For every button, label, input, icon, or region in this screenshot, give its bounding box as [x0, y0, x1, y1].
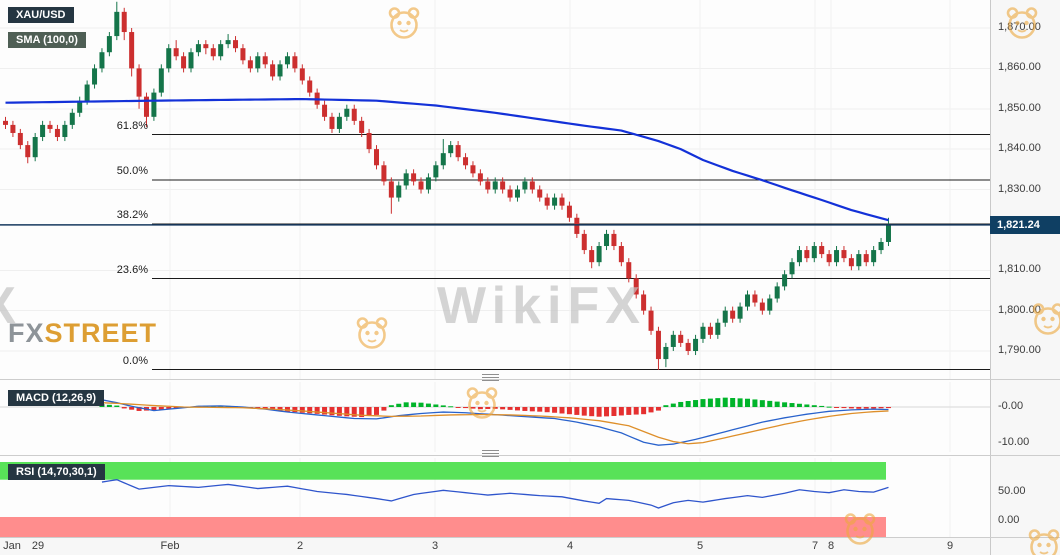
time-axis-strip[interactable]: [0, 538, 990, 555]
rsi-overbought-band: [0, 462, 886, 480]
price-axis-label: 1,830.00: [998, 182, 1041, 195]
rsi-indicator-badge: RSI (14,70,30,1): [8, 464, 105, 480]
symbol-badge: XAU/USD: [8, 7, 74, 23]
fib-retracement-lines: [152, 134, 990, 371]
time-axis-label: 8: [827, 540, 835, 552]
time-axis-label: 2: [296, 540, 304, 552]
rsi-axis-label: 50.00: [998, 484, 1026, 497]
macd-axis-label: -0.00: [998, 400, 1024, 412]
macd-axis-label: -10.00: [998, 436, 1030, 448]
rsi-line: [101, 479, 889, 509]
price-axis-label: 1,860.00: [998, 61, 1041, 74]
candlesticks: [3, 1, 891, 370]
panel-divider: [0, 455, 1060, 456]
sma-indicator-badge: SMA (100,0): [8, 32, 86, 48]
panel-splitter-grip[interactable]: [482, 450, 499, 459]
price-axis-label: 1,810.00: [998, 263, 1041, 276]
rsi-panel-canvas[interactable]: [0, 458, 990, 537]
fib-level-label: 61.8%: [116, 119, 148, 132]
price-axis-label: 1,790.00: [998, 344, 1041, 356]
fib-level-label: 50.0%: [116, 165, 148, 178]
time-axis-label: 7: [811, 540, 819, 552]
macd-indicator-badge: MACD (12,26,9): [8, 390, 105, 406]
fib-level-label: 23.6%: [116, 263, 148, 276]
sma-line: [5, 97, 889, 222]
price-axis-label: 1,800.00: [998, 303, 1041, 316]
time-axis-label: 29: [31, 540, 45, 552]
axis-divider: [0, 537, 1060, 538]
price-chart-canvas[interactable]: [0, 0, 990, 379]
rsi-oversold-band: [0, 517, 886, 537]
macd-signal-line: [101, 402, 889, 445]
time-axis-label: 9: [946, 540, 954, 552]
macd-histogram: [99, 397, 891, 418]
time-axis-label: 4: [566, 540, 574, 552]
price-axis-strip[interactable]: [990, 0, 1060, 555]
rsi-axis-label: 0.00: [998, 514, 1020, 526]
current-price-badge: 1,821.24: [990, 215, 1060, 234]
price-axis-label: 1,840.00: [998, 142, 1041, 155]
time-axis-label: Feb: [160, 540, 180, 552]
panel-splitter-grip[interactable]: [482, 374, 499, 383]
time-axis-label: Jan: [3, 540, 21, 552]
price-axis-label: 1,870.00: [998, 21, 1041, 33]
time-axis-label: 3: [431, 540, 439, 552]
price-axis-label: 1,850.00: [998, 101, 1041, 114]
time-axis-label: 5: [696, 540, 704, 552]
fib-level-label: 38.2%: [116, 208, 148, 221]
fib-level-label: 0.0%: [122, 354, 148, 367]
panel-divider: [0, 379, 1060, 380]
macd-panel-canvas[interactable]: [0, 382, 990, 452]
